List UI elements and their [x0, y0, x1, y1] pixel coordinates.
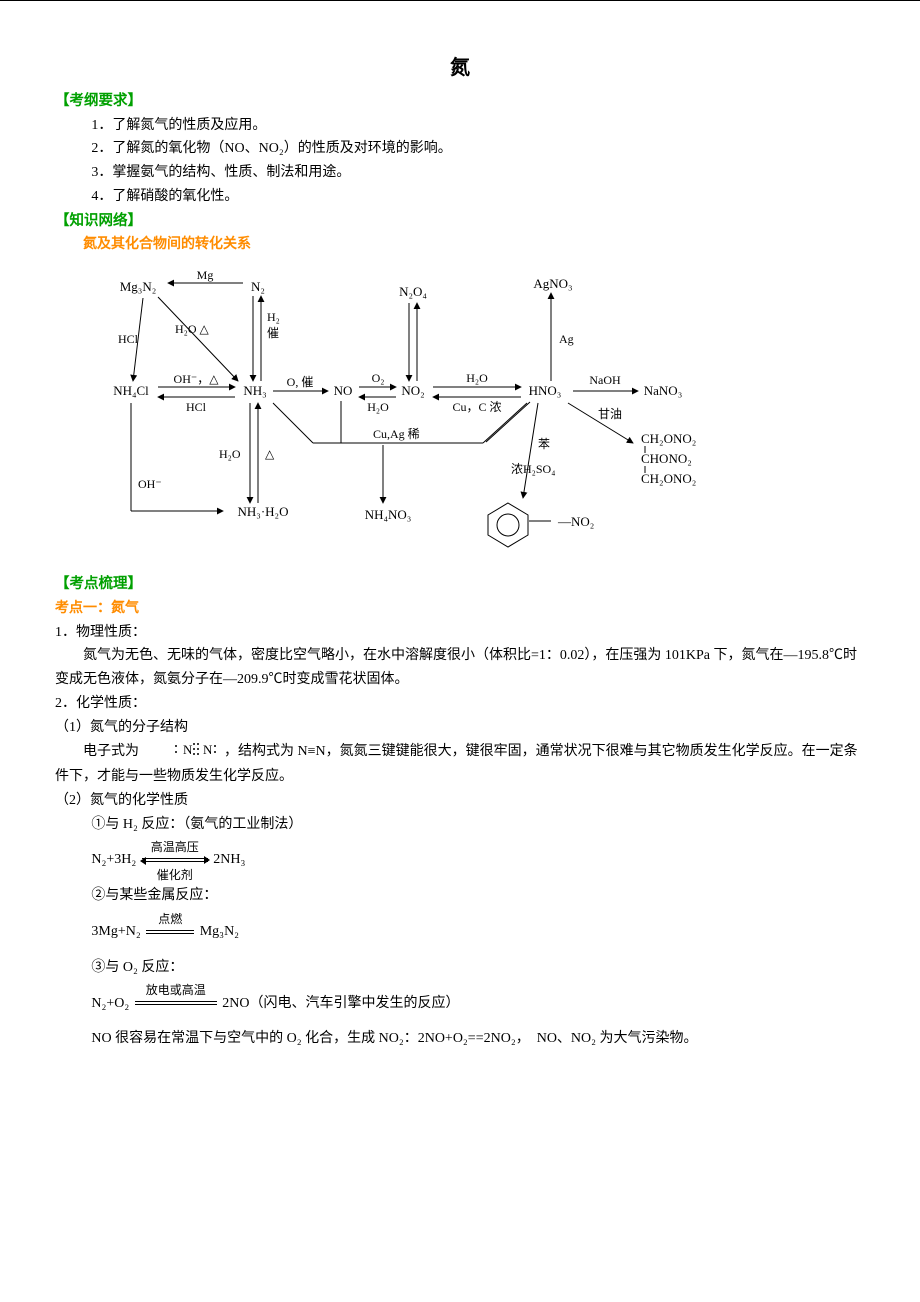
edge-conc: 浓H₂SO₄ — [511, 462, 555, 476]
struct-text: 电子式为 N N ，结构式为 N≡N，氮氮三键键能很大，键很牢固，通常状况下很难… — [55, 739, 865, 788]
exam-item-3: 3．掌握氨气的结构、性质、制法和用途。 — [55, 161, 865, 185]
exam-item-2: 2．了解氮的氧化物（NO、NO₂）的性质及对环境的影响。 — [55, 137, 865, 161]
r1-cond-top: 高温高压 — [140, 841, 210, 853]
edge-o2: O₂ — [372, 371, 385, 385]
r1-lhs: N₂+3H₂ — [91, 852, 136, 867]
edge-cuag: Cu,Ag 稀 — [373, 427, 420, 441]
r2-lhs: 3Mg+N₂ — [91, 924, 140, 939]
exam-item-4: 4．了解硝酸的氧化性。 — [55, 185, 865, 209]
node-nh4no3: NH₄NO₃ — [365, 507, 412, 522]
edge-ohm: OH⁻，△ — [174, 372, 220, 386]
edge-h2o2: H₂O — [219, 447, 241, 461]
equilibrium-arrow-icon: 高温高压 催化剂 — [140, 858, 210, 862]
page-title: 氮 — [55, 51, 865, 85]
node-nh4cl: NH₄Cl — [113, 383, 149, 398]
node-mg3n2: Mg₃N₂ — [120, 279, 157, 294]
exam-item-1: 1．了解氮气的性质及应用。 — [55, 114, 865, 138]
node-no: NO — [334, 383, 353, 398]
node-hno3: HNO₃ — [529, 383, 562, 398]
edge-cuc: Cu，C 浓 — [452, 400, 501, 414]
edge-delta: △ — [265, 447, 275, 461]
edge-h2o: H₂O — [466, 371, 488, 385]
r2-cond-top: 点燃 — [144, 913, 196, 925]
section-heading-exam: 【考纲要求】 — [55, 89, 865, 114]
r2-label: ②与某些金属反应： — [55, 884, 865, 908]
network-subtitle: 氮及其化合物间的转化关系 — [55, 233, 865, 257]
edge-ocat: O, 催 — [287, 375, 314, 389]
node-n2o4: N₂O₄ — [399, 284, 427, 299]
reaction-2: 3Mg+N₂ 点燃 Mg₃N₂ — [55, 920, 865, 944]
r2-rhs: Mg₃N₂ — [200, 924, 239, 939]
reaction-arrow-icon: 点燃 — [144, 930, 196, 934]
document-page: 氮 【考纲要求】 1．了解氮气的性质及应用。 2．了解氮的氧化物（NO、NO₂）… — [0, 0, 920, 1091]
benzene-ring-icon — [488, 503, 528, 547]
node-nh3h2o: NH₃·H₂O — [238, 504, 289, 519]
r1-label: ①与 H₂ 反应：（氨气的工业制法） — [55, 813, 865, 837]
reaction-1: N₂+3H₂ 高温高压 催化剂 2NH₃ — [55, 848, 865, 872]
conversion-diagram: Mg₃N₂ N₂ N₂O₄ AgNO₃ Mg HCl H₂O △ H₂ 催 Ag — [55, 257, 865, 572]
edge-naoh: NaOH — [589, 373, 621, 387]
section-heading-network: 【知识网络】 — [55, 209, 865, 234]
r1-rhs: 2NH₃ — [213, 852, 245, 867]
phys-text: 氮气为无色、无味的气体，密度比空气略小，在水中溶解度很小（体积比=1：0.02）… — [55, 644, 865, 692]
chem-label: 2．化学性质： — [55, 692, 865, 716]
node-gly2: CHONO₂ — [641, 451, 692, 466]
edge-ag: Ag — [559, 332, 574, 346]
phys-label: 1．物理性质： — [55, 621, 865, 645]
node-agno3: AgNO₃ — [533, 276, 572, 291]
node-nh3: NH₃ — [243, 383, 266, 398]
r3-follow: NO 很容易在常温下与空气中的 O₂ 化合，生成 NO₂：2NO+O₂==2NO… — [55, 1027, 865, 1051]
r3-lhs: N₂+O₂ — [91, 996, 129, 1011]
r1-cond-bot: 催化剂 — [140, 869, 210, 881]
chem-prop-label: （2）氮气的化学性质 — [55, 789, 865, 813]
struct-label: （1）氮气的分子结构 — [55, 716, 865, 740]
reaction-3: N₂+O₂ 放电或高温 2NO（闪电、汽车引擎中发生的反应） — [55, 992, 865, 1016]
edge-gly: 甘油 — [598, 407, 622, 421]
edge-mg: Mg — [197, 268, 214, 282]
r3-label: ③与 O₂ 反应： — [55, 956, 865, 980]
diagram-svg: Mg₃N₂ N₂ N₂O₄ AgNO₃ Mg HCl H₂O △ H₂ 催 Ag — [83, 263, 713, 553]
edge-ohm2: OH⁻ — [138, 477, 162, 491]
edge-h2od: H₂O △ — [175, 322, 210, 336]
node-gly3: CH₂ONO₂ — [641, 471, 696, 486]
svg-text:N: N — [183, 742, 193, 757]
node-no2: NO₂ — [401, 383, 424, 398]
edge-ben: 苯 — [538, 437, 550, 451]
edge-h2o-b: H₂O — [367, 400, 389, 414]
node-n2: N₂ — [251, 279, 265, 294]
edge-hcl-d: HCl — [118, 332, 139, 346]
edge-hcl: HCl — [186, 400, 207, 414]
svg-text:N: N — [203, 742, 213, 757]
struct-text-pre: 电子式为 — [83, 744, 139, 759]
topic-1-title: 考点一：氮气 — [55, 597, 865, 621]
section-heading-points: 【考点梳理】 — [55, 572, 865, 597]
edge-h2: H₂ — [267, 310, 280, 324]
lewis-structure-icon: N N — [143, 739, 221, 765]
reaction-arrow-icon-2: 放电或高温 — [133, 1001, 219, 1005]
edge-cat: 催 — [267, 326, 279, 340]
r3-rhs: 2NO（闪电、汽车引擎中发生的反应） — [222, 996, 459, 1011]
node-phno2: —NO₂ — [557, 514, 594, 529]
node-nano3: NaNO₃ — [644, 383, 682, 398]
r3-cond-top: 放电或高温 — [133, 984, 219, 996]
node-gly1: CH₂ONO₂ — [641, 431, 696, 446]
